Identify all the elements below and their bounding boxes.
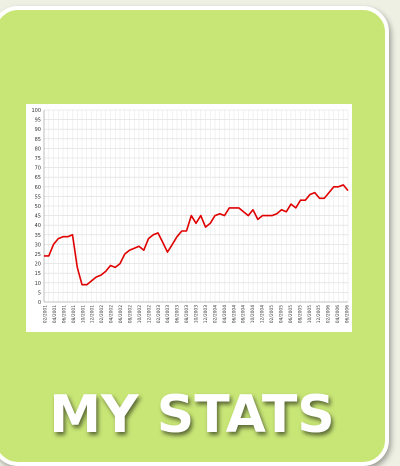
- x-tick-label: 08/2004: [241, 305, 247, 323]
- x-tick-label: 08/2001: [71, 305, 77, 323]
- y-tick-label: 40: [35, 223, 41, 229]
- tile-title: MY STATS: [49, 385, 335, 445]
- x-tick-label: 06/2004: [231, 305, 237, 323]
- x-tick-label: 10/2001: [80, 305, 86, 323]
- x-tick-label: 06/2003: [175, 305, 181, 323]
- y-tick-label: 70: [35, 166, 41, 172]
- y-tick-label: 65: [35, 175, 41, 181]
- stats-chart: 0 5 10 15 20 25 30 35 40 45 50 55 60 65 70 75 80 85 90 95 10…: [26, 104, 352, 332]
- y-tick-label: 100: [31, 108, 41, 114]
- y-tick-label: 25: [35, 252, 41, 258]
- x-tick-label: 12/2001: [90, 305, 96, 323]
- x-tick-label: 06/2006: [345, 305, 351, 323]
- x-tick-label: 02/2001: [43, 305, 49, 323]
- y-tick-label: 50: [35, 204, 41, 210]
- x-tick-label: 04/2003: [165, 305, 171, 323]
- x-tick-label: 12/2003: [203, 305, 209, 323]
- x-tick-label: 02/2003: [156, 305, 162, 323]
- x-tick-label: 02/2002: [99, 305, 105, 323]
- x-tick-label: 08/2003: [184, 305, 190, 323]
- y-tick-label: 10: [35, 281, 41, 287]
- x-tick-label: 04/2004: [222, 305, 228, 323]
- y-tick-label: 35: [35, 233, 41, 239]
- x-tick-label: 02/2005: [269, 305, 275, 323]
- x-tick-label: 12/2004: [260, 305, 266, 323]
- x-tick-label: 06/2001: [61, 305, 67, 323]
- y-tick-label: 20: [35, 262, 41, 268]
- x-tick-label: 10/2002: [137, 305, 143, 323]
- stats-series-line: [44, 184, 349, 286]
- x-tick-label: 12/2002: [146, 305, 152, 323]
- x-tick-label: 04/2005: [278, 305, 284, 323]
- x-tick-label: 08/2002: [127, 305, 133, 323]
- x-tick-label: 10/2005: [307, 305, 313, 323]
- y-tick-label: 30: [35, 242, 41, 248]
- y-tick-label: 55: [35, 194, 41, 200]
- my-stats-tile[interactable]: 0 5 10 15 20 25 30 35 40 45 50 55 60 65 70 75 80 85 90 95 10…: [0, 6, 389, 466]
- x-tick-label: 08/2005: [297, 305, 303, 323]
- x-tick-label: 04/2002: [109, 305, 115, 323]
- x-tick-label: 04/2001: [52, 305, 58, 323]
- x-tick-label: 10/2003: [194, 305, 200, 323]
- y-tick-label: 80: [35, 146, 41, 152]
- y-tick-label: 75: [35, 156, 41, 162]
- y-tick-label: 60: [35, 185, 41, 191]
- y-tick-label: 85: [35, 137, 41, 143]
- x-tick-label: 02/2004: [212, 305, 218, 323]
- y-tick-label: 15: [35, 271, 41, 277]
- x-tick-label: 02/2006: [326, 305, 332, 323]
- y-tick-label: 90: [35, 127, 41, 133]
- y-tick-label: 0: [38, 300, 41, 306]
- x-tick-label: 06/2002: [118, 305, 124, 323]
- y-tick-label: 45: [35, 214, 41, 220]
- y-tick-label: 5: [38, 290, 41, 296]
- stats-line-chart: 0 5 10 15 20 25 30 35 40 45 50 55 60 65 70 75 80 85 90 95 10…: [31, 108, 351, 323]
- x-tick-label: 06/2005: [288, 305, 294, 323]
- x-tick-label: 10/2004: [250, 305, 256, 323]
- x-tick-label: 12/2005: [316, 305, 322, 323]
- x-tick-label: 04/2006: [335, 305, 341, 323]
- y-tick-label: 95: [35, 118, 41, 124]
